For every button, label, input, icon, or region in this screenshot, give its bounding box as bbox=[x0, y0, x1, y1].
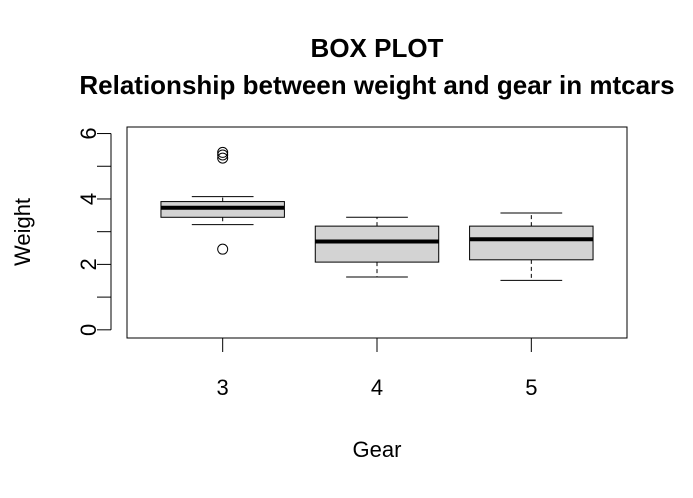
boxes bbox=[160, 146, 594, 281]
box-iqr bbox=[469, 225, 594, 261]
y-tick-label: 4 bbox=[76, 193, 101, 205]
y-tick-label: 0 bbox=[76, 324, 101, 336]
y-axis-label: Weight bbox=[10, 198, 35, 266]
chart-subtitle: Relationship between weight and gear in … bbox=[79, 70, 674, 100]
outlier-point bbox=[217, 243, 229, 255]
outlier-point bbox=[217, 152, 229, 164]
y-axis: 0 2 4 6 bbox=[76, 127, 112, 336]
x-axis-label: Gear bbox=[353, 437, 402, 462]
box-group-gear-5 bbox=[469, 212, 594, 281]
outlier-point bbox=[217, 146, 229, 158]
box-iqr bbox=[314, 225, 440, 263]
outlier-point bbox=[217, 149, 229, 161]
x-axis: 3 4 5 bbox=[217, 338, 537, 400]
x-tick-label: 3 bbox=[217, 375, 229, 400]
x-tick-label: 5 bbox=[525, 375, 537, 400]
chart-title: BOX PLOT bbox=[311, 33, 444, 63]
y-tick-label: 6 bbox=[76, 127, 101, 139]
box-group-gear-3 bbox=[160, 146, 285, 255]
y-tick-label: 2 bbox=[76, 258, 101, 270]
box-group-gear-4 bbox=[314, 216, 440, 278]
x-tick-label: 4 bbox=[371, 375, 383, 400]
